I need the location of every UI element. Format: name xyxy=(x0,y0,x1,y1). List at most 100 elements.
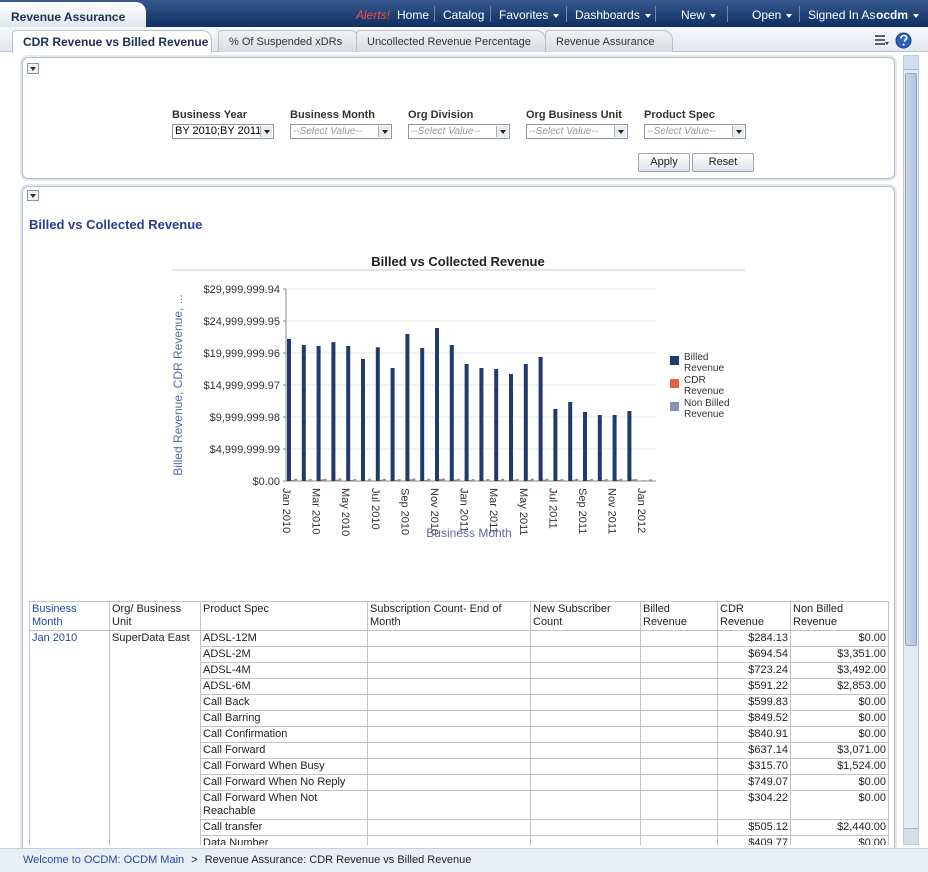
x-tick-label: May 2010 xyxy=(339,488,351,536)
scroll-down[interactable] xyxy=(904,828,918,844)
billed-revenue-cell xyxy=(641,743,718,759)
help-icon[interactable] xyxy=(895,32,912,49)
nav-item[interactable]: Catalog xyxy=(443,8,484,22)
bar xyxy=(602,480,605,481)
options-icon[interactable] xyxy=(874,33,890,47)
reset-button[interactable]: Reset xyxy=(692,153,754,172)
bar xyxy=(317,346,321,481)
subscription-count-cell xyxy=(368,711,531,727)
filter-label: Business Month xyxy=(290,109,375,121)
cdr-revenue-cell: $723.24 xyxy=(718,663,791,679)
filter-select[interactable]: BY 2010;BY 2011; xyxy=(172,124,274,139)
product-cell: ADSL-6M xyxy=(201,679,368,695)
non-billed-revenue-cell: $0.00 xyxy=(791,711,889,727)
non-billed-revenue-cell: $3,492.00 xyxy=(791,663,889,679)
nav-item[interactable]: Dashboards xyxy=(575,8,651,22)
nav-item[interactable]: Favorites xyxy=(499,8,559,22)
billed-revenue-cell xyxy=(641,631,718,647)
scrollbar[interactable] xyxy=(903,55,919,845)
bar xyxy=(398,479,401,481)
nav-separator xyxy=(566,6,567,22)
product-cell: Call Forward When No Reply xyxy=(201,775,368,791)
section-title: Billed vs Collected Revenue xyxy=(29,217,202,232)
scroll-thumb[interactable] xyxy=(905,73,917,646)
new-subscriber-cell xyxy=(531,791,641,820)
tab[interactable]: Uncollected Revenue Percentage xyxy=(356,30,546,52)
bar xyxy=(620,479,623,481)
filter-select[interactable]: --Select Value-- xyxy=(408,124,510,139)
nav-item[interactable]: Open xyxy=(752,8,792,22)
bar xyxy=(469,480,472,481)
filter-select[interactable]: --Select Value-- xyxy=(644,124,746,139)
tab[interactable]: % Of Suspended xDRs xyxy=(218,30,360,52)
cdr-revenue-cell: $284.13 xyxy=(718,631,791,647)
filter-label: Org Division xyxy=(408,109,473,121)
breadcrumb-separator: > xyxy=(191,854,197,866)
bar xyxy=(516,479,519,481)
bar xyxy=(557,480,560,481)
bar xyxy=(439,479,442,481)
apply-button[interactable]: Apply xyxy=(638,153,690,172)
tab[interactable]: CDR Revenue vs Billed Revenue xyxy=(12,30,212,53)
column-header: Org/ Business Unit xyxy=(110,602,201,631)
product-cell: Call transfer xyxy=(201,820,368,836)
bar xyxy=(454,480,457,481)
bar xyxy=(321,479,324,481)
non-billed-revenue-cell: $0.00 xyxy=(791,727,889,743)
filter-select[interactable]: --Select Value-- xyxy=(290,124,392,139)
bar xyxy=(486,479,489,481)
filter-select[interactable]: --Select Value-- xyxy=(526,124,628,139)
bar xyxy=(583,412,587,481)
billed-revenue-cell xyxy=(641,663,718,679)
y-tick-label: $4,999,999.99 xyxy=(210,444,280,456)
x-tick-label: Mar 2010 xyxy=(310,488,322,534)
bar xyxy=(634,479,637,481)
column-header: CDR Revenue xyxy=(718,602,791,631)
non-billed-revenue-cell: $2,440.00 xyxy=(791,820,889,836)
business-month-cell[interactable]: Jan 2010 xyxy=(30,631,110,846)
scroll-up[interactable] xyxy=(904,56,918,70)
nav-item[interactable]: ocdm xyxy=(876,8,919,22)
nav-item: Signed In As xyxy=(808,8,875,22)
billed-revenue-cell xyxy=(641,759,718,775)
non-billed-revenue-cell: $0.00 xyxy=(791,791,889,820)
nav-item[interactable]: New xyxy=(681,8,716,22)
bar xyxy=(560,479,563,481)
subscription-count-cell xyxy=(368,759,531,775)
bar xyxy=(331,342,335,481)
table-row: Jan 2010SuperData EastADSL-12M$284.13$0.… xyxy=(30,631,889,647)
nav-item[interactable]: Alerts! xyxy=(356,8,390,22)
non-billed-revenue-cell: $0.00 xyxy=(791,836,889,846)
subscription-count-cell xyxy=(368,836,531,846)
column-header[interactable]: Business Month xyxy=(30,602,110,631)
collapse-toggle[interactable] xyxy=(27,190,39,201)
chart-title: Billed vs Collected Revenue xyxy=(371,254,544,269)
bar xyxy=(424,480,427,481)
bar xyxy=(501,479,504,481)
bar xyxy=(350,480,353,481)
bar xyxy=(442,478,445,481)
product-cell: ADSL-4M xyxy=(201,663,368,679)
column-header: Product Spec xyxy=(201,602,368,631)
y-tick-label: $29,999,999.94 xyxy=(204,284,280,296)
billed-revenue-cell xyxy=(641,727,718,743)
y-axis-label: Billed Revenue, CDR Revenue, ... xyxy=(171,294,185,475)
new-subscriber-cell xyxy=(531,836,641,846)
breadcrumb-link[interactable]: Welcome to OCDM: OCDM Main xyxy=(23,854,184,866)
x-tick-label: Sep 2011 xyxy=(576,488,588,534)
legend-swatch xyxy=(670,379,679,388)
product-cell: Call Confirmation xyxy=(201,727,368,743)
nav-separator xyxy=(434,6,435,22)
bar xyxy=(509,374,513,481)
collapse-toggle[interactable] xyxy=(27,63,39,74)
bar xyxy=(498,480,501,481)
tab[interactable]: Revenue Assurance xyxy=(545,30,673,52)
chart: Billed vs Collected Revenue$0.00$4,999,9… xyxy=(0,245,905,555)
bar xyxy=(575,479,578,481)
bar xyxy=(598,415,602,481)
x-tick-label: Jan 2010 xyxy=(280,488,292,533)
bar xyxy=(590,479,593,481)
bar xyxy=(287,339,291,481)
billed-revenue-cell xyxy=(641,820,718,836)
nav-item[interactable]: Home xyxy=(397,8,429,22)
